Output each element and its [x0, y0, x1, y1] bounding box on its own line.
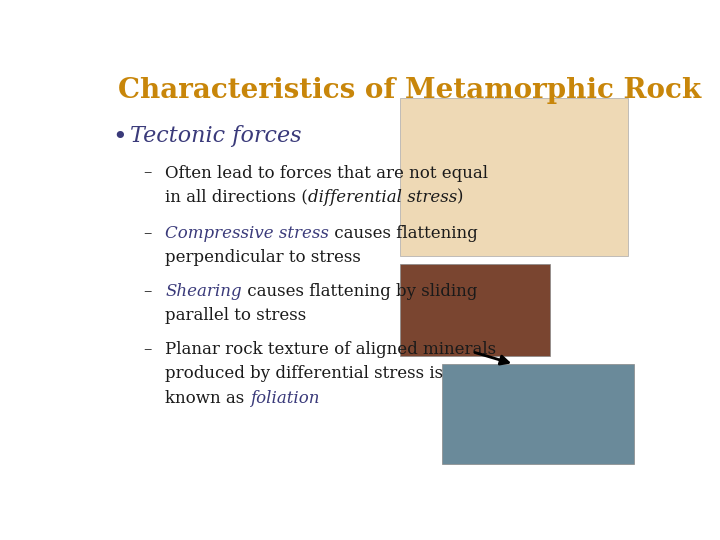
Text: in all directions (: in all directions ( — [166, 188, 308, 206]
FancyBboxPatch shape — [400, 98, 629, 256]
Text: differential stress: differential stress — [308, 188, 457, 206]
FancyBboxPatch shape — [441, 364, 634, 464]
Text: Compressive stress: Compressive stress — [166, 225, 329, 242]
Text: Often lead to forces that are not equal: Often lead to forces that are not equal — [166, 165, 488, 181]
Text: produced by differential stress is: produced by differential stress is — [166, 366, 444, 382]
Text: •: • — [112, 125, 127, 149]
Text: –: – — [143, 341, 151, 359]
Text: Tectonic forces: Tectonic forces — [130, 125, 302, 147]
Text: foliation: foliation — [250, 389, 320, 407]
Text: –: – — [143, 165, 151, 181]
Text: Planar rock texture of aligned minerals: Planar rock texture of aligned minerals — [166, 341, 497, 359]
Text: perpendicular to stress: perpendicular to stress — [166, 249, 361, 266]
FancyBboxPatch shape — [400, 265, 550, 356]
Text: ): ) — [457, 188, 464, 206]
Text: –: – — [143, 225, 151, 242]
Text: parallel to stress: parallel to stress — [166, 307, 307, 324]
Text: causes flattening by sliding: causes flattening by sliding — [242, 283, 477, 300]
Text: Shearing: Shearing — [166, 283, 242, 300]
Text: Characteristics of Metamorphic Rock: Characteristics of Metamorphic Rock — [118, 77, 701, 104]
Text: causes flattening: causes flattening — [329, 225, 478, 242]
Text: known as: known as — [166, 389, 250, 407]
Text: –: – — [143, 283, 151, 300]
